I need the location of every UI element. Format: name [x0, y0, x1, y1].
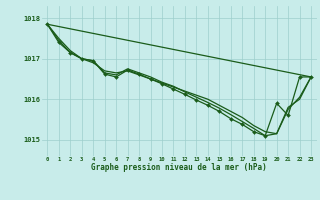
X-axis label: Graphe pression niveau de la mer (hPa): Graphe pression niveau de la mer (hPa) — [91, 163, 267, 172]
